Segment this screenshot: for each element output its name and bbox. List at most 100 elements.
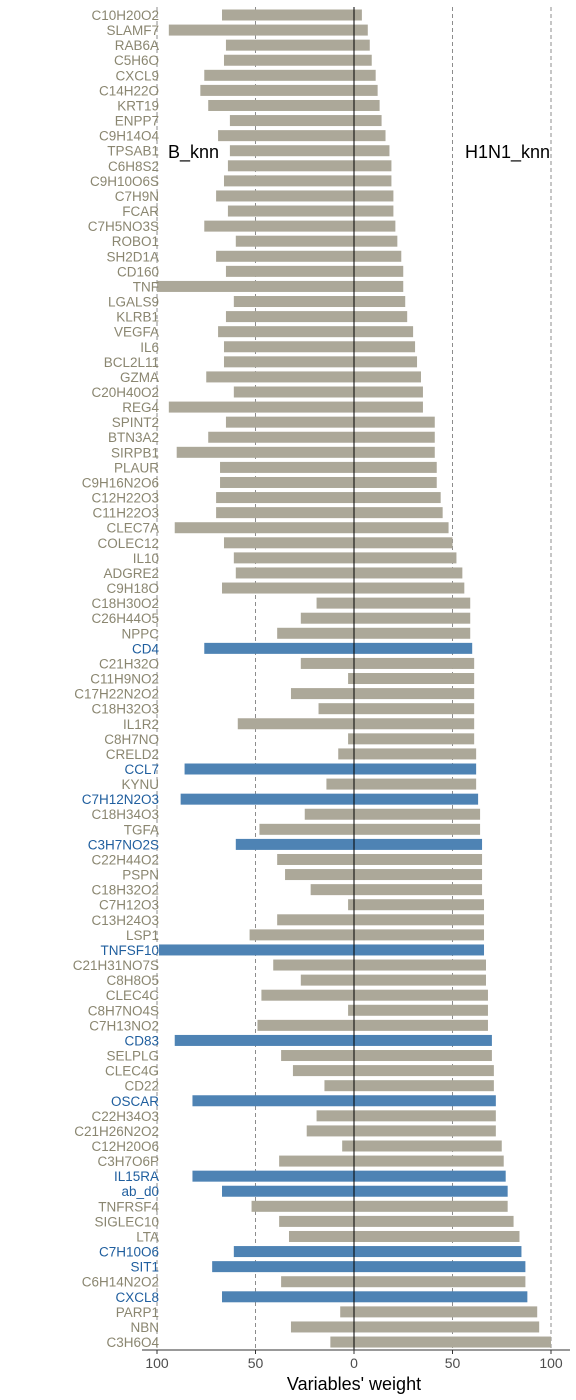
category-label: C10H20O2 (91, 8, 159, 23)
category-label: CXCL9 (115, 68, 159, 83)
bar-left (225, 311, 354, 323)
category-label: C7H10O6 (99, 1245, 159, 1260)
bar-right (354, 703, 475, 715)
bar-left (310, 884, 354, 896)
category-labels: C10H20O2SLAMF7RAB6AC5H6OCXCL9C14H22OKRT1… (73, 8, 160, 1350)
x-tick-label: 50 (445, 1355, 461, 1371)
category-label: C14H22O (99, 83, 159, 98)
category-label: CD83 (124, 1033, 159, 1048)
bar-left (216, 190, 354, 202)
bar-right (354, 1140, 502, 1152)
category-label: C9H10O6S (90, 174, 159, 189)
category-label: C21H26N2O2 (74, 1124, 159, 1139)
bar-right (354, 39, 370, 51)
bar-right (354, 974, 486, 986)
bar-right (354, 9, 362, 21)
bar-left (348, 1004, 354, 1016)
bar-right (354, 914, 485, 926)
bar-left (288, 1230, 354, 1242)
category-label: C3H6O4 (106, 1335, 159, 1350)
x-axis-ticks: 100 50 0 50 100 (145, 1350, 563, 1371)
bar-right (354, 1230, 520, 1242)
category-label: TGFA (124, 822, 159, 837)
category-label: C18H32O2 (91, 883, 159, 898)
bar-right (354, 1155, 504, 1167)
bar-right (354, 642, 473, 654)
bar-right (354, 220, 396, 232)
bar-left (227, 205, 354, 217)
x-tick-label: 100 (145, 1355, 169, 1371)
category-label: PSPN (122, 868, 159, 883)
bar-right (354, 823, 481, 835)
bar-right (354, 1170, 506, 1182)
bar-left (223, 537, 354, 549)
bar-right (354, 54, 372, 66)
category-label: C9H18O (106, 581, 159, 596)
bar-right (354, 265, 404, 277)
category-label: C7H5NO3S (88, 219, 159, 234)
bar-right (354, 522, 449, 534)
bar-right (354, 205, 394, 217)
bar-left (292, 1065, 354, 1077)
category-label: C9H16N2O6 (82, 475, 159, 490)
bar-left (229, 115, 354, 127)
bar-right (354, 853, 483, 865)
category-label: C18H30O2 (91, 596, 159, 611)
category-label: IL1R2 (123, 717, 159, 732)
category-label: C11H22O3 (92, 506, 159, 521)
category-label: C21H32O (99, 656, 159, 671)
bar-left (227, 160, 354, 172)
category-label: CLEC4G (105, 1064, 159, 1079)
bar-right (354, 748, 477, 760)
bar-left (279, 1155, 354, 1167)
category-label: ENPP7 (115, 114, 159, 129)
category-label: LSP1 (126, 928, 159, 943)
category-label: KLRB1 (116, 310, 159, 325)
bar-left (330, 1336, 354, 1348)
bar-right (354, 476, 437, 488)
category-label: C5H6O (114, 53, 159, 68)
category-label: CD22 (124, 1079, 159, 1094)
bar-right (354, 1261, 526, 1273)
category-label: SELPLG (106, 1049, 159, 1064)
bar-left (157, 280, 354, 292)
category-label: IL15RA (114, 1169, 159, 1184)
category-label: C18H32O3 (91, 702, 159, 717)
category-label: VEGFA (114, 325, 159, 340)
bar-left (233, 386, 354, 398)
bar-right (354, 1291, 528, 1303)
bar-right (354, 688, 475, 700)
bar-right (354, 1004, 488, 1016)
category-label: BTN3A2 (108, 430, 159, 445)
category-label: SIRPB1 (111, 445, 159, 460)
category-label: RAB6A (115, 38, 159, 53)
bar-left (261, 989, 354, 1001)
bar-right (354, 627, 471, 639)
bar-left (158, 944, 354, 956)
bar-right (354, 492, 441, 504)
bar-left (218, 326, 354, 338)
x-tick-label: 100 (539, 1355, 563, 1371)
bar-right (354, 130, 386, 142)
bar-right (354, 326, 414, 338)
bar-right (354, 1125, 496, 1137)
bar-right (354, 235, 398, 247)
bar-right (354, 115, 382, 127)
category-label: C13H24O3 (91, 913, 159, 928)
bar-right (354, 280, 404, 292)
category-label: C3H7NO2S (88, 837, 159, 852)
left-panel-label: B_knn (168, 142, 219, 163)
x-axis-title: Variables' weight (287, 1374, 421, 1394)
category-label: C12H20O6 (91, 1139, 159, 1154)
bar-right (354, 899, 485, 911)
bar-left (277, 853, 354, 865)
category-label: C21H31NO7S (73, 958, 159, 973)
bar-right (354, 84, 378, 96)
bar-right (354, 597, 471, 609)
bar-left (168, 401, 354, 413)
category-label: SH2D1A (106, 249, 159, 264)
bar-left (290, 688, 354, 700)
category-label: CLEC7A (106, 521, 159, 536)
bar-right (354, 24, 368, 36)
